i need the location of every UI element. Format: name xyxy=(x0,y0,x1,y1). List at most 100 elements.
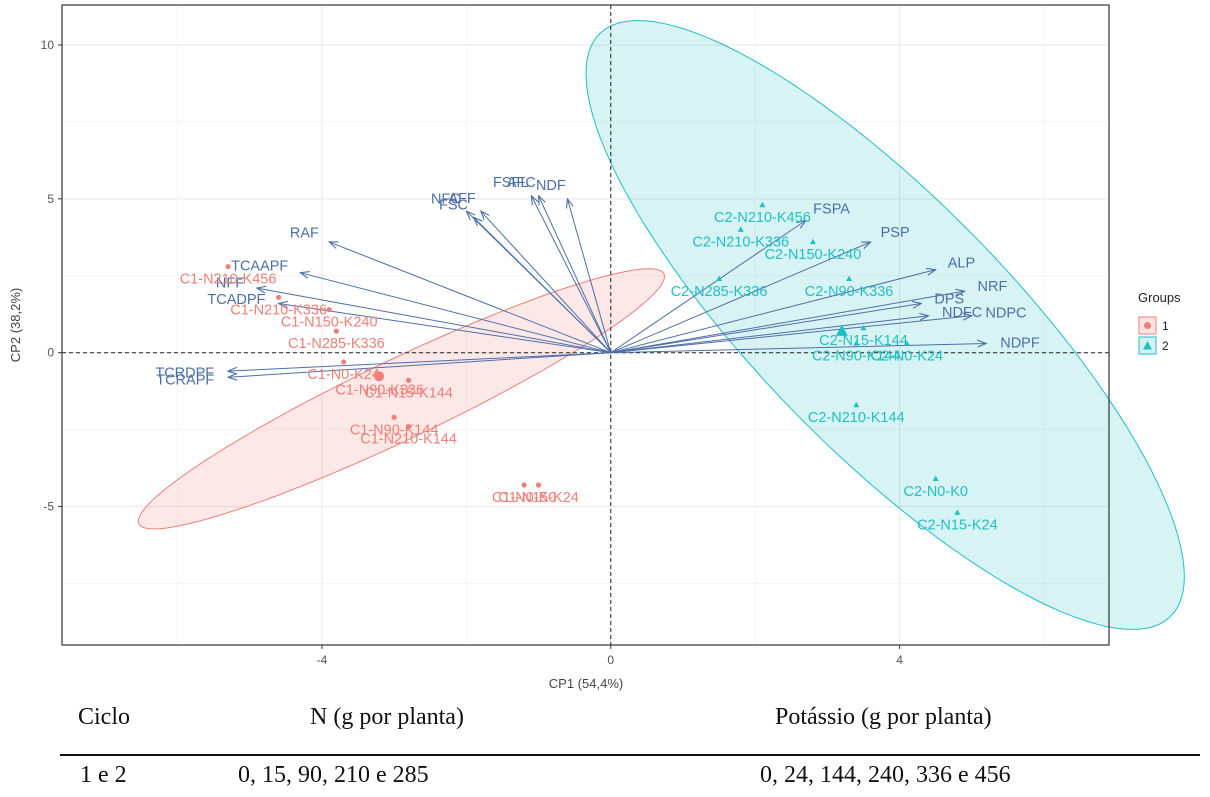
x-tick-label: -4 xyxy=(317,653,328,667)
table-header-potassio: Potássio (g por planta) xyxy=(775,704,992,730)
point-label-c1-n15-k24: C1-N15-K24 xyxy=(498,490,579,506)
point-label-c2-n210-k456: C2-N210-K456 xyxy=(714,210,811,226)
treatment-table: Ciclo N (g por planta) Potássio (g por p… xyxy=(60,700,1210,797)
variable-arrow-ndfc xyxy=(610,316,929,354)
variable-label-nrf: NRF xyxy=(978,279,1008,295)
variable-label-tcrdpf: TCRDPF xyxy=(155,366,214,382)
variable-arrow-dps xyxy=(610,303,921,354)
variable-arrow-nff xyxy=(257,288,611,354)
data-point-c2-n15-k144 xyxy=(860,324,867,331)
variable-label-dps: DPS xyxy=(934,292,964,308)
variable-label-alp: ALP xyxy=(948,255,975,271)
variable-label-psp: PSP xyxy=(881,225,910,241)
data-point-c1-n150-k240 xyxy=(326,307,332,313)
legend-marker-2 xyxy=(1143,341,1152,350)
point-label-c2-n285-k336: C2-N285-K336 xyxy=(671,284,768,300)
x-axis-title: CP1 (54,4%) xyxy=(549,676,623,691)
x-tick-label: 4 xyxy=(896,653,903,667)
table-cell-potassio: 0, 24, 144, 240, 336 e 456 xyxy=(760,762,1011,788)
variable-arrow-fsc xyxy=(474,217,612,354)
data-point-c1-n15-k24 xyxy=(535,482,542,488)
point-label-c2-n15-k144: C2-N15-K144 xyxy=(819,333,908,349)
data-point-c1-n90-k144 xyxy=(391,414,397,420)
legend: Groups 1 2 xyxy=(1138,290,1181,355)
point-label-c1-n150-k240: C1-N150-K240 xyxy=(281,315,378,331)
data-point-c2-n0-k0 xyxy=(932,475,939,482)
variable-arrow-ndpc xyxy=(610,316,972,354)
variable-label-afc: AFC xyxy=(507,175,536,191)
point-label-c1-n210-k336: C1-N210-K336 xyxy=(230,302,327,318)
data-point-c1-n15-k144 xyxy=(405,377,412,383)
point-label-c1-n210-k144: C1-N210-K144 xyxy=(360,432,457,448)
y-tick-label: 10 xyxy=(41,38,55,52)
point-label-c2-n210-k144: C2-N210-K144 xyxy=(808,410,905,426)
variable-arrow-fsfl xyxy=(531,196,612,353)
y-axis-title: CP2 (38,2%) xyxy=(8,288,23,362)
data-point-c2-n150-k240 xyxy=(809,238,816,245)
table-header-ciclo: Ciclo xyxy=(78,704,130,730)
data-point-c1-n210-k336 xyxy=(276,294,282,300)
variable-arrow-nrf xyxy=(610,291,965,354)
confidence-ellipse-group-1 xyxy=(137,268,666,530)
axis-ticks: -4 0 4 -5 0 5 10 xyxy=(41,38,904,667)
group-1-centroid xyxy=(374,371,385,382)
zero-reference-lines xyxy=(62,5,1109,645)
legend-label-1: 1 xyxy=(1162,319,1169,333)
y-tick-label: 0 xyxy=(47,346,54,360)
variable-label-raf: RAF xyxy=(290,225,319,241)
variable-arrows xyxy=(228,196,986,378)
variable-arrow-fspa xyxy=(610,220,806,354)
y-tick-label: 5 xyxy=(47,192,54,206)
variable-arrow-tcrapf xyxy=(228,352,611,378)
variable-label-aff: AFF xyxy=(448,191,476,207)
variable-arrow-tcaapf xyxy=(300,273,611,354)
legend-marker-1 xyxy=(1144,322,1151,329)
variable-label-ndf: NDF xyxy=(536,178,566,194)
point-label-c1-n0-k24: C1-N0-K24 xyxy=(307,367,380,383)
variable-label-ndfc: NDFC xyxy=(942,305,982,321)
point-label-c1-n0-k0: C1-N0-K0 xyxy=(492,490,556,506)
point-label-c2-n150-k240: C2-N150-K240 xyxy=(765,247,862,263)
variable-label-tcrapf: TCRAPF xyxy=(156,372,214,388)
data-point-c1-n0-k0 xyxy=(521,482,527,488)
point-label-c2-n90-k144: C2-N90-K144 xyxy=(812,348,901,364)
point-label-c1-n90-k336: C1-N90-K336 xyxy=(335,382,424,398)
group-2-centroid xyxy=(835,324,848,336)
variable-arrow-alp xyxy=(610,270,936,354)
variable-label-tcadpf: TCADPF xyxy=(207,292,265,308)
plot-panel-border xyxy=(61,4,1110,646)
data-point-c2-n285-k336 xyxy=(716,275,723,282)
data-point-c2-n90-k336 xyxy=(846,275,853,282)
data-point-c2-n210-k144 xyxy=(853,401,860,408)
x-tick-label: 0 xyxy=(607,653,614,667)
data-point-c2-n90-k144 xyxy=(853,340,860,346)
variable-label-nfc: NFC xyxy=(431,191,461,207)
point-label-c2-n0-k0: C2-N0-K0 xyxy=(903,484,967,500)
variable-label-tcaapf: TCAAPF xyxy=(231,258,288,274)
variable-arrow-tcrdpf xyxy=(228,352,611,371)
point-label-c1-n285-k336: C1-N285-K336 xyxy=(288,336,385,352)
data-point-c2-n15-k24 xyxy=(954,509,961,515)
variable-arrow-ndpf xyxy=(610,343,986,354)
data-point-c2-n210-k456 xyxy=(759,201,766,208)
variable-label-fsfl: FSFL xyxy=(493,175,528,191)
table-rule xyxy=(60,754,1200,756)
variable-arrow-psp xyxy=(610,242,871,354)
variable-arrow-tcadpf xyxy=(279,303,611,354)
point-label-c2-n0-k24: C2-N0-K24 xyxy=(871,348,944,364)
point-label-c1-n15-k144: C1-N15-K144 xyxy=(364,385,453,401)
variable-label-ndpf: NDPF xyxy=(1000,336,1040,352)
legend-title: Groups xyxy=(1138,290,1181,305)
data-point-c2-n0-k24 xyxy=(903,340,910,346)
point-label-c2-n15-k24: C2-N15-K24 xyxy=(917,518,998,534)
point-label-c1-n90-k144: C1-N90-K144 xyxy=(350,422,439,438)
variable-label-ndpc: NDPC xyxy=(985,306,1026,322)
data-point-c1-n285-k336 xyxy=(333,328,339,334)
grid-lines xyxy=(62,5,1109,645)
data-point-c1-n0-k24 xyxy=(341,359,347,365)
variable-label-nff: NFF xyxy=(216,276,244,292)
variable-arrow-raf xyxy=(329,242,611,354)
data-point-c2-n210-k336 xyxy=(737,226,744,232)
